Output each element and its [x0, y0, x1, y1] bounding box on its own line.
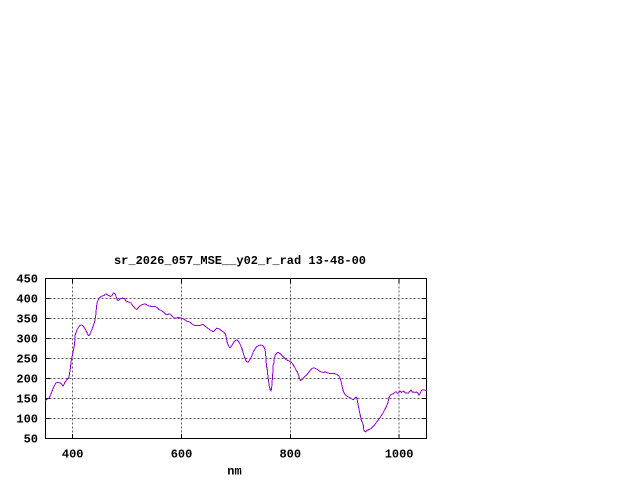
svg-text:400: 400 [62, 448, 84, 462]
svg-text:200: 200 [16, 373, 38, 387]
svg-text:800: 800 [279, 448, 301, 462]
svg-text:350: 350 [16, 313, 38, 327]
svg-text:600: 600 [171, 448, 193, 462]
svg-text:50: 50 [24, 433, 38, 447]
svg-text:1000: 1000 [385, 448, 414, 462]
svg-text:150: 150 [16, 393, 38, 407]
svg-text:300: 300 [16, 333, 38, 347]
svg-text:sr_2026_057_MSE__y02_r_rad 13-: sr_2026_057_MSE__y02_r_rad 13-48-00 [114, 254, 366, 268]
svg-text:450: 450 [16, 273, 38, 287]
svg-text:100: 100 [16, 413, 38, 427]
svg-text:250: 250 [16, 353, 38, 367]
svg-text:400: 400 [16, 293, 38, 307]
svg-text:nm: nm [227, 465, 241, 479]
